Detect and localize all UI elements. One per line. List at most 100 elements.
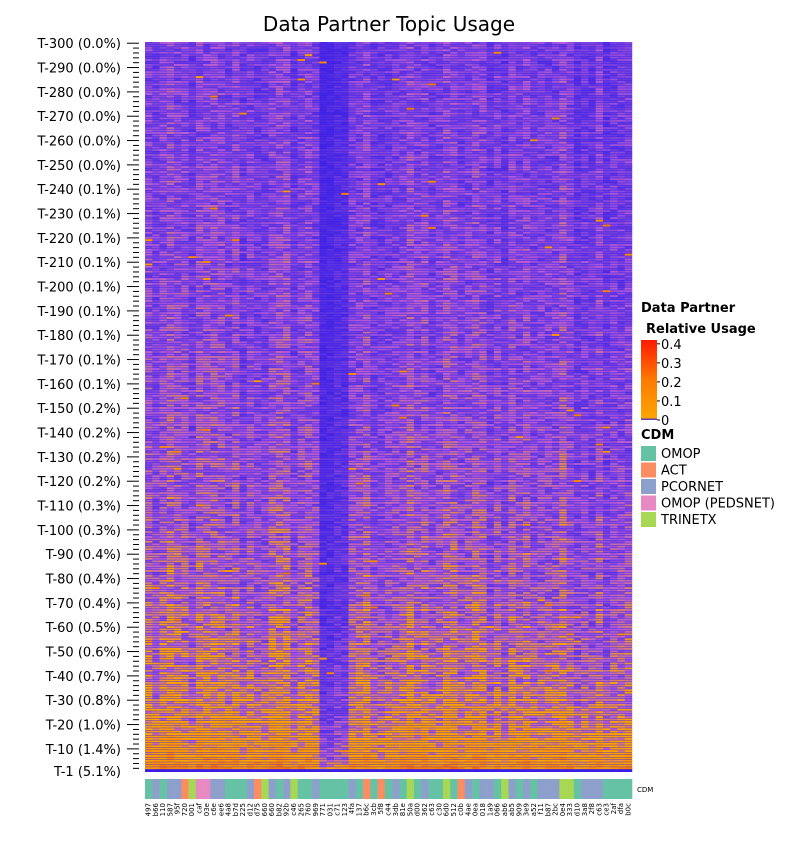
heatmap-cell <box>166 190 175 193</box>
heatmap-cell <box>457 175 466 178</box>
heatmap-cell <box>304 161 313 164</box>
heatmap-cell <box>457 119 466 122</box>
heatmap-cell <box>384 205 393 208</box>
heatmap-cell <box>435 156 444 159</box>
heatmap-cell <box>428 88 437 91</box>
heatmap-cell <box>573 209 582 212</box>
heatmap-cell <box>486 166 495 169</box>
heatmap-cell <box>435 180 444 183</box>
heatmap-cell <box>152 156 160 159</box>
heatmap-cell <box>457 117 466 120</box>
heatmap-cell <box>268 200 277 203</box>
heatmap-cell <box>297 107 306 110</box>
heatmap-cell <box>254 56 262 59</box>
heatmap-cell <box>457 180 466 183</box>
heatmap-cell <box>486 124 495 127</box>
heatmap-cell <box>254 124 262 127</box>
heatmap-cell <box>435 83 444 86</box>
heatmap-cell <box>515 185 524 188</box>
heatmap-cell <box>297 141 306 144</box>
heatmap-cell <box>552 95 560 98</box>
heatmap-cell <box>254 76 262 79</box>
heatmap-cell <box>479 42 487 44</box>
heatmap-cell <box>312 97 320 100</box>
heatmap-cell <box>428 217 437 220</box>
heatmap-cell <box>159 44 168 47</box>
heatmap-cell <box>457 209 466 212</box>
heatmap-cell <box>552 124 560 127</box>
heatmap-cell <box>399 51 407 54</box>
heatmap-cell <box>566 56 575 59</box>
heatmap-cell <box>450 188 458 190</box>
heatmap-cell <box>566 117 575 120</box>
heatmap-cell <box>464 110 473 113</box>
heatmap-cell <box>159 97 168 100</box>
heatmap-cell <box>522 88 531 91</box>
heatmap-cell <box>413 183 422 186</box>
heatmap-cell <box>421 102 429 105</box>
heatmap-cell <box>399 100 407 103</box>
heatmap-cell <box>355 44 364 47</box>
heatmap-cell <box>450 44 458 47</box>
heatmap-cell <box>261 107 269 110</box>
heatmap-cell <box>552 119 560 122</box>
heatmap-cell <box>428 175 437 178</box>
heatmap-cell <box>203 44 211 47</box>
heatmap-cell <box>326 129 335 132</box>
heatmap-cell <box>501 127 509 130</box>
heatmap-cell <box>312 83 320 86</box>
heatmap-cell <box>428 153 437 156</box>
heatmap-cell <box>501 83 509 86</box>
heatmap-cell <box>508 146 516 149</box>
heatmap-cell <box>581 168 589 171</box>
heatmap-cell <box>617 88 626 91</box>
heatmap-cell <box>566 151 575 154</box>
heatmap-cell <box>304 207 313 210</box>
heatmap-cell <box>552 63 560 66</box>
heatmap-cell <box>544 51 553 54</box>
heatmap-cell <box>203 66 211 69</box>
heatmap-cell <box>486 170 495 173</box>
heatmap-cell <box>530 136 538 139</box>
heatmap-cell <box>566 68 575 71</box>
heatmap-cell <box>464 49 473 52</box>
heatmap-cell <box>275 163 284 166</box>
heatmap-cell <box>406 200 415 203</box>
heatmap-cell <box>254 42 262 44</box>
heatmap-cell <box>457 42 466 44</box>
heatmap-cell <box>486 180 495 183</box>
heatmap-cell <box>588 168 596 171</box>
heatmap-cell <box>544 124 553 127</box>
heatmap-cell <box>457 46 466 49</box>
heatmap-cell <box>464 76 473 79</box>
heatmap-cell <box>246 205 255 208</box>
heatmap-cell <box>224 190 233 193</box>
heatmap-cell <box>384 105 393 108</box>
heatmap-cell <box>610 178 618 181</box>
heatmap-cell <box>326 54 335 57</box>
heatmap-cell <box>413 105 422 108</box>
heatmap-cell <box>363 166 371 169</box>
heatmap-cell <box>384 185 393 188</box>
heatmap-cell <box>297 63 306 66</box>
heatmap-cell <box>552 102 560 105</box>
heatmap-cell <box>239 163 248 166</box>
heatmap-cell <box>217 188 226 190</box>
heatmap-cell <box>224 207 233 210</box>
heatmap-cell <box>268 95 277 98</box>
heatmap-cell <box>319 119 328 122</box>
heatmap-cell <box>312 132 320 135</box>
heatmap-cell <box>341 66 349 69</box>
heatmap-cell <box>246 158 255 161</box>
heatmap-cell <box>406 102 415 105</box>
heatmap-cell <box>370 166 378 169</box>
heatmap-cell <box>392 83 400 86</box>
heatmap-cell <box>246 90 255 93</box>
heatmap-cell <box>588 71 596 74</box>
heatmap-cell <box>602 73 611 76</box>
heatmap-cell <box>552 163 560 166</box>
heatmap-cell <box>552 192 560 195</box>
heatmap-cell <box>450 115 458 117</box>
heatmap-cell <box>595 63 604 66</box>
heatmap-cell <box>595 56 604 59</box>
